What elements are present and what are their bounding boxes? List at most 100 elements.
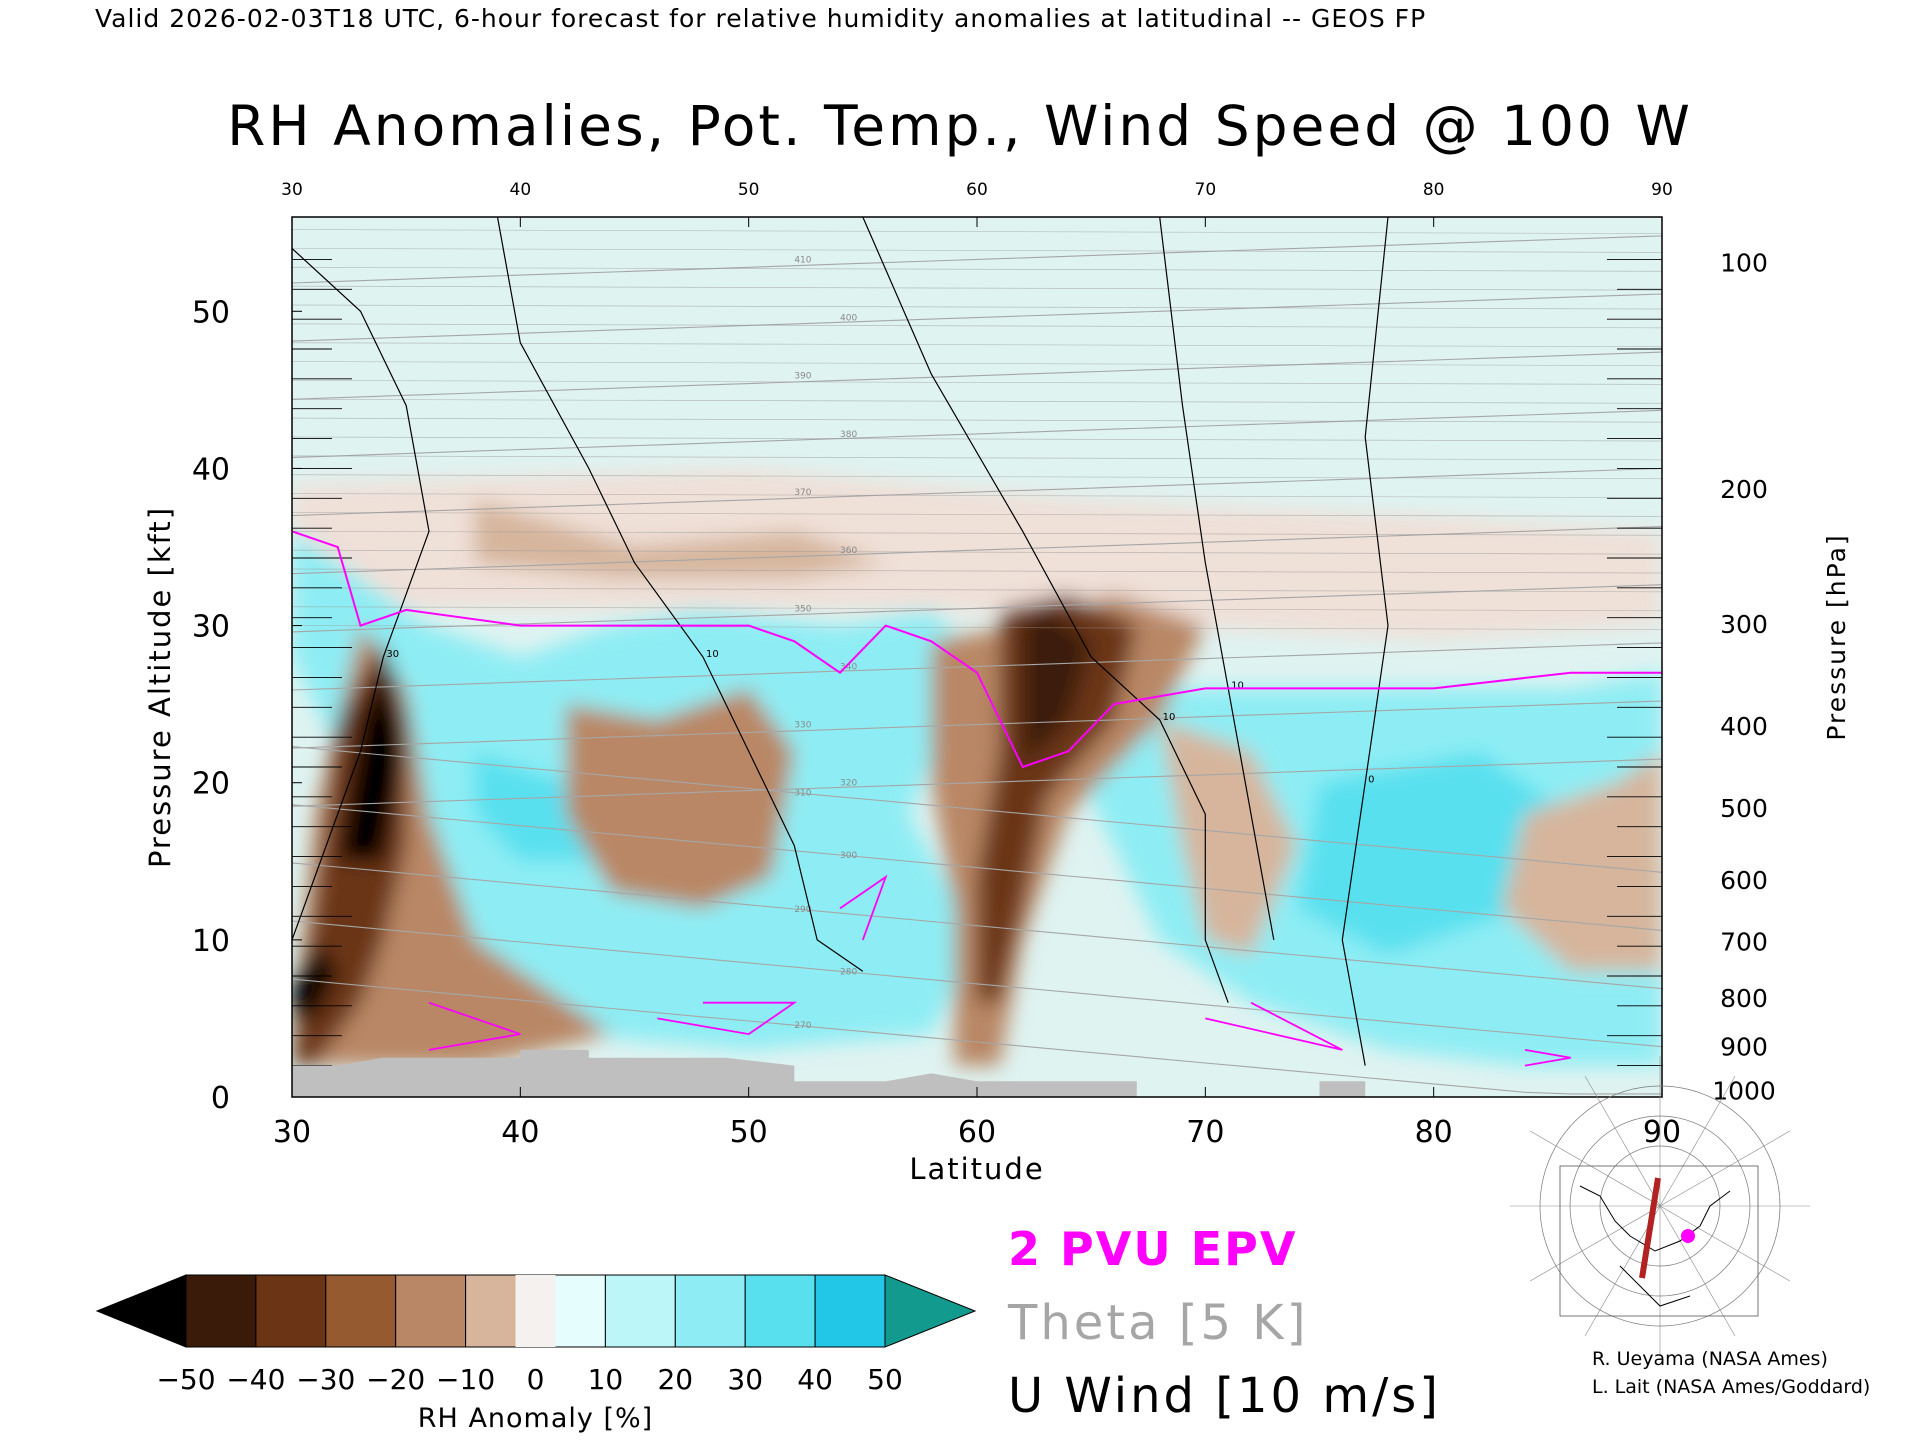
pressure-tick-label: 800 [1720,984,1768,1013]
theta-line [292,920,1662,1048]
legend-theta: Theta [5 K] [1008,1295,1309,1351]
pressure-tick-label: 700 [1720,927,1768,956]
x-tick-label: 80 [1415,1115,1453,1150]
y-tick-label: 10 [192,924,230,959]
theta-line [292,758,1662,807]
x-tick-label: 50 [730,1115,768,1150]
colorbar-tick-label: 50 [867,1363,903,1396]
colorbar-tick-label: 10 [588,1363,624,1396]
pressure-tick-label: 200 [1720,475,1768,504]
inset-map-graticule [1659,1205,1736,1337]
colorbar-swatch [674,1274,746,1348]
rh-anomaly-region [977,594,1137,1003]
theta-label: 290 [794,905,811,915]
theta-line [292,409,1662,458]
theta-line [292,235,1662,284]
wind-contour-label: 10 [1163,712,1176,723]
theta-line [292,361,1662,366]
inset-map-graticule [1659,1130,1791,1207]
rh-anomaly-region [566,688,795,909]
colorbar-tick-label: −20 [366,1363,425,1396]
terrain [292,1049,1662,1097]
y-right-axis-label: Pressure [hPa] [1822,533,1851,740]
axes: 30 30 40 40 50 50 60 60 70 70 80 80 90 90 Latitude 0 10 2… [143,180,1851,1186]
x-top-tick-label: 30 [281,180,303,200]
theta-line [292,568,1662,574]
pressure-tick-label: 1000 [1712,1077,1776,1106]
theta-line [292,746,1662,873]
wind-contour [1159,217,1275,941]
rh-anomaly-region [1296,751,1571,956]
wind-contour-label: 10 [1231,680,1244,691]
colorbar-tick-label: −10 [436,1363,495,1396]
epv-contour [839,874,888,941]
theta-label: 300 [840,851,857,861]
inset-map-graticule [1529,1205,1661,1282]
theta-line [292,455,1662,461]
x-tick-label: 40 [501,1115,539,1150]
theta-contours: 2702802903003103203303403503603703803904… [292,229,1662,1095]
x-tick-label: 70 [1186,1115,1224,1150]
colorbar-label: RH Anomaly [%] [418,1403,653,1434]
u-wind-contours: 10 10 10 0 30 [292,217,1389,1066]
inset-map-background [1560,1166,1758,1316]
y-tick-label: 50 [192,295,230,330]
y-axis-label: Pressure Altitude [kft] [143,506,177,868]
credit-line-2: L. Lait (NASA Ames/Goddard) [1592,1376,1871,1398]
rh-anomaly-region [474,499,886,579]
inset-map-marker [1681,1229,1695,1243]
theta-label: 310 [794,789,811,799]
theta-line [292,493,1662,498]
x-tick-label: 90 [1643,1115,1681,1150]
theta-label: 390 [794,372,811,382]
x-top-tick-label: 90 [1651,180,1673,200]
colorbar-swatch [604,1274,676,1348]
theta-line [292,229,1662,234]
wind-contour [496,217,864,972]
theta-line [292,266,1662,272]
wind-contour [862,217,1229,1003]
theta-label: 280 [840,967,857,977]
colorbar-swatch [185,1274,257,1348]
theta-label: 270 [794,1021,811,1031]
y-tick-label: 40 [192,452,230,487]
wind-contour-label: 30 [386,649,399,660]
pressure-tick-label: 600 [1720,866,1768,895]
pressure-tick-label: 500 [1720,794,1768,823]
colorbar-tick-label: 0 [527,1363,545,1396]
x-top-tick-label: 60 [966,180,988,200]
wind-contour-label: 0 [1368,775,1374,786]
theta-line [292,474,1662,480]
theta-line [292,467,1662,517]
wind-barbs [292,258,1662,1067]
theta-line [292,549,1662,555]
wind-contour [292,247,430,941]
theta-line [292,606,1662,612]
theta-label: 340 [840,662,857,672]
x-top-tick-label: 50 [738,180,760,200]
colorbar-swatch [814,1274,886,1348]
theta-line [292,304,1662,310]
theta-line [292,978,1662,1095]
inset-map-graticule [1529,1130,1661,1207]
chart-title: RH Anomalies, Pot. Temp., Wind Speed @ 1… [227,94,1693,158]
colorbar-swatch [255,1274,327,1348]
colorbar-swatch [395,1274,467,1348]
plot-area: 2702802903003103203303403503603703803904… [292,217,1662,1097]
epv-contour [657,1001,798,1036]
pressure-tick-label: 400 [1720,712,1768,741]
x-top-tick-label: 70 [1195,180,1217,200]
inset-map-graticule [1659,1205,1791,1282]
inset-map-coastline [1619,1265,1691,1307]
colorbar-tick-label: −30 [296,1363,355,1396]
rh-anomaly-region [292,468,1662,642]
colorbar-low-arrow [95,1274,187,1348]
wind-contour-label: 10 [706,649,719,660]
x-tick-label: 60 [958,1115,996,1150]
theta-line [292,587,1662,593]
colorbar-swatch [325,1274,397,1348]
x-top-tick-label: 40 [510,180,532,200]
inset-map [1510,1056,1810,1356]
theta-line [292,862,1662,990]
theta-label: 370 [794,488,811,498]
